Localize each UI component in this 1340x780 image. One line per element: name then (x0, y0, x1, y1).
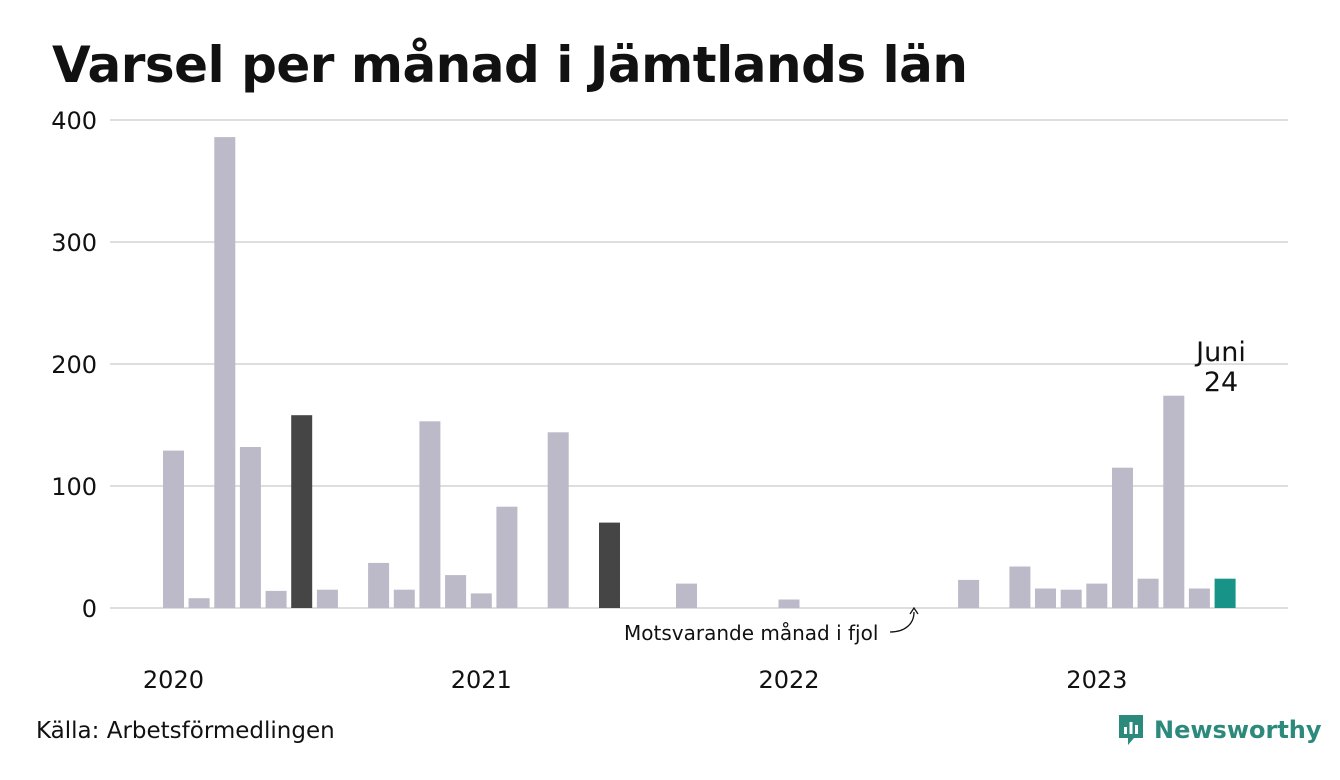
bar (1035, 588, 1056, 608)
bar-same-month (291, 415, 313, 608)
highlight-label-value: 24 (1204, 367, 1238, 398)
bar (1086, 583, 1108, 608)
bar (1163, 395, 1185, 608)
gridlines (110, 119, 1288, 609)
bar (958, 579, 980, 608)
annotations: Motsvarande månad i fjol Juni 24 (624, 337, 1246, 645)
bar (470, 593, 492, 608)
bar (163, 450, 184, 608)
bar (1112, 467, 1133, 608)
bar (1137, 578, 1159, 608)
y-tick-label: 100 (51, 473, 97, 501)
bar (316, 589, 338, 608)
chart-title: Varsel per månad i Jämtlands län (52, 36, 968, 94)
bar (265, 590, 287, 608)
bar-chart: 0 100 200 300 400 2020 2021 2022 2023 Motsvaran… (51, 107, 1288, 694)
brand-name: Newsworthy (1154, 716, 1322, 744)
y-tick-label: 400 (51, 107, 97, 135)
bar (393, 589, 415, 608)
brand: Newsworthy (1116, 712, 1322, 748)
bar-same-month (599, 522, 620, 608)
x-tick-label: 2020 (143, 666, 204, 694)
annotation-arrow-icon (889, 611, 915, 633)
bars (163, 137, 1236, 608)
bar (239, 447, 261, 608)
y-tick-label: 200 (51, 351, 97, 379)
newsworthy-logo-icon (1119, 715, 1143, 745)
x-tick-label: 2022 (759, 666, 820, 694)
bar (778, 599, 800, 608)
bar (445, 575, 467, 608)
bar (368, 562, 390, 608)
x-axis-year-labels: 2020 2021 2022 2023 (143, 666, 1127, 694)
y-tick-label: 300 (51, 229, 97, 257)
x-tick-label: 2021 (451, 666, 512, 694)
bar (1009, 566, 1031, 608)
bar (188, 598, 210, 608)
bar (496, 506, 518, 608)
bar (1060, 589, 1082, 608)
y-tick-label: 0 (82, 595, 97, 623)
y-axis-ticks: 0 100 200 300 400 (51, 107, 97, 623)
bar-highlight (1214, 578, 1236, 608)
bar (419, 421, 441, 608)
annotation-arrowhead-icon (909, 606, 919, 615)
bar (676, 583, 697, 608)
bar (547, 432, 569, 608)
same-month-annotation: Motsvarande månad i fjol (624, 621, 878, 645)
bar (214, 137, 236, 608)
x-tick-label: 2023 (1066, 666, 1127, 694)
highlight-label-month: Juni (1194, 337, 1246, 368)
source-note: Källa: Arbetsförmedlingen (36, 718, 335, 744)
bar (1188, 588, 1210, 608)
